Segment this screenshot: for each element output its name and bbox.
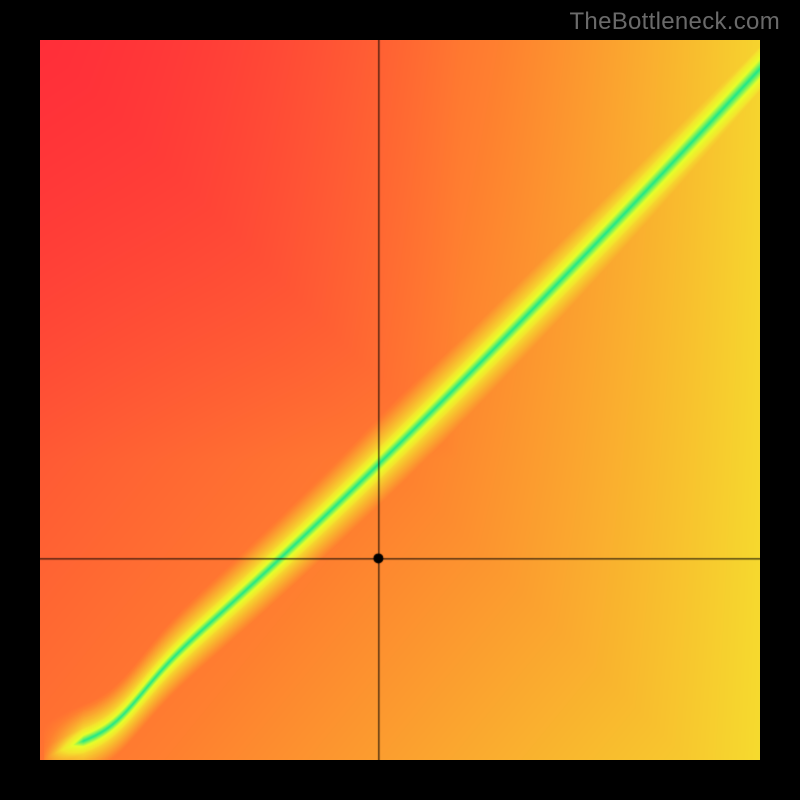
chart-container: TheBottleneck.com bbox=[0, 0, 800, 800]
watermark-text: TheBottleneck.com bbox=[569, 8, 780, 36]
bottleneck-heatmap bbox=[40, 40, 760, 760]
